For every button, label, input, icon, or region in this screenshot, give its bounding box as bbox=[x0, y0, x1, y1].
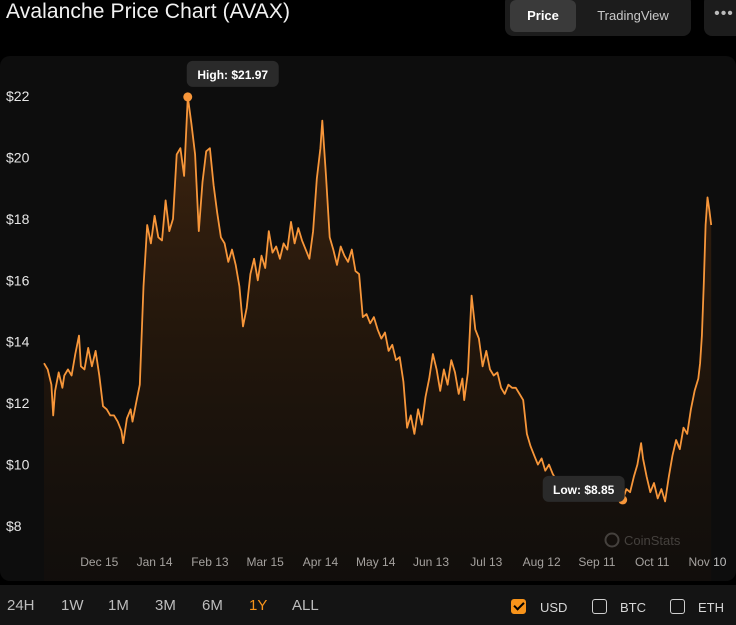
y-tick-label: $18 bbox=[6, 211, 30, 227]
range-1y[interactable]: 1Y bbox=[249, 597, 268, 614]
bottom-bar: 24H 1W 1M 3M 6M 1Y ALL USD BTC ETH bbox=[0, 585, 736, 625]
chart-panel: $22$20$18$16$14$12$10$8Dec 15Jan 14Feb 1… bbox=[0, 56, 736, 581]
range-1w[interactable]: 1W bbox=[61, 597, 84, 614]
high-label: High: $21.97 bbox=[197, 68, 268, 82]
range-3m[interactable]: 3M bbox=[155, 597, 176, 614]
y-tick-label: $12 bbox=[6, 395, 30, 411]
view-toggle: Price TradingView bbox=[505, 0, 691, 36]
price-chart: $22$20$18$16$14$12$10$8Dec 15Jan 14Feb 1… bbox=[6, 60, 727, 581]
btc-label[interactable]: BTC bbox=[620, 600, 646, 615]
usd-checkbox[interactable] bbox=[511, 599, 526, 614]
y-tick-label: $22 bbox=[6, 88, 30, 104]
tab-tradingview[interactable]: TradingView bbox=[597, 8, 669, 23]
low-tooltip bbox=[542, 475, 625, 502]
y-tick-label: $20 bbox=[6, 149, 30, 165]
page-title: Avalanche Price Chart (AVAX) bbox=[6, 0, 291, 23]
y-tick-label: $10 bbox=[6, 457, 30, 473]
range-6m[interactable]: 6M bbox=[202, 597, 223, 614]
usd-label[interactable]: USD bbox=[540, 600, 568, 615]
range-all[interactable]: ALL bbox=[292, 597, 319, 614]
range-1m[interactable]: 1M bbox=[108, 597, 129, 614]
y-tick-label: $14 bbox=[6, 334, 30, 350]
range-24h[interactable]: 24H bbox=[7, 597, 35, 614]
eth-checkbox[interactable] bbox=[670, 599, 685, 614]
high-marker bbox=[183, 92, 193, 102]
eth-label[interactable]: ETH bbox=[698, 600, 724, 615]
btc-checkbox[interactable] bbox=[592, 599, 607, 614]
low-label: Low: $8.85 bbox=[553, 483, 615, 497]
tab-price[interactable]: Price bbox=[510, 0, 576, 32]
high-tooltip bbox=[186, 60, 279, 87]
y-tick-label: $16 bbox=[6, 272, 30, 288]
y-tick-label: $8 bbox=[6, 518, 22, 534]
more-dots-icon[interactable]: ••• bbox=[704, 0, 736, 36]
price-area-fill bbox=[44, 96, 712, 581]
